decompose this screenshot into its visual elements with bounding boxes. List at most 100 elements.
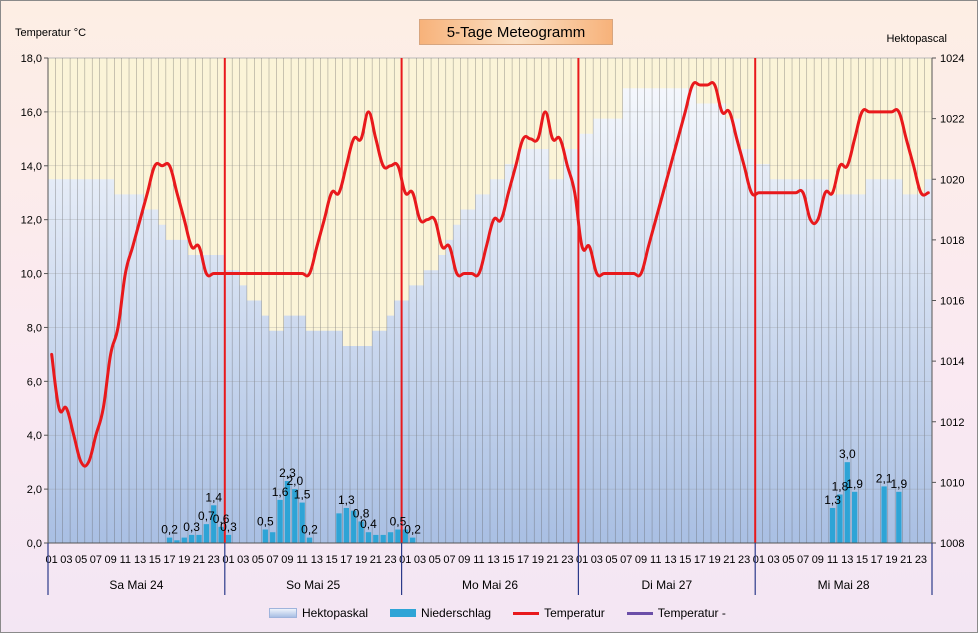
precipitation-bar: [203, 524, 210, 543]
hour-tick-label: 03: [237, 554, 249, 566]
precipitation-data-label: 0,6: [213, 512, 230, 526]
hour-tick-label: 09: [281, 554, 293, 566]
hour-tick-label: 15: [856, 554, 868, 566]
precipitation-data-label: 2,1: [876, 471, 893, 485]
hour-tick-label: 21: [546, 554, 558, 566]
y-left-tick-label: 2,0: [27, 484, 42, 496]
precipitation-data-label: 1,6: [272, 485, 289, 499]
precipitation-data-label: 1,4: [205, 490, 222, 504]
hour-tick-label: 01: [222, 554, 234, 566]
hour-tick-label: 07: [443, 554, 455, 566]
precipitation-bar: [851, 491, 858, 543]
precipitation-data-label: 1,8: [832, 480, 849, 494]
y-right-tick-label: 1016: [940, 296, 964, 308]
precipitation-bar: [166, 537, 173, 543]
hour-tick-label: 23: [384, 554, 396, 566]
hour-tick-label: 09: [635, 554, 647, 566]
y-left-tick-label: 10,0: [21, 269, 42, 281]
precipitation-bar: [881, 486, 887, 543]
precipitation-data-label: 1,3: [338, 493, 355, 507]
y-right-tick-label: 1014: [940, 356, 964, 368]
precipitation-bar: [409, 537, 416, 543]
hour-tick-label: 07: [620, 554, 632, 566]
legend-label-pressure: Hektopaskal: [302, 606, 369, 620]
hour-tick-label: 11: [296, 554, 307, 566]
hour-tick-label: 19: [532, 554, 544, 566]
precipitation-data-label: 0,2: [161, 523, 178, 537]
hour-tick-label: 05: [252, 554, 264, 566]
hour-tick-label: 13: [134, 554, 146, 566]
legend-label-temperature: Temperatur: [544, 606, 605, 620]
precipitation-bar: [188, 534, 195, 543]
precipitation-bar: [380, 534, 386, 543]
legend-swatch-pressure: [269, 608, 297, 618]
hour-tick-label: 07: [797, 554, 809, 566]
y-left-tick-label: 18,0: [21, 53, 42, 65]
y-right-tick-label: 1008: [940, 538, 964, 550]
hour-tick-label: 17: [163, 554, 175, 566]
hour-tick-label: 03: [591, 554, 603, 566]
precipitation-bar: [292, 489, 298, 543]
precipitation-bar: [306, 537, 313, 543]
hour-tick-label: 01: [46, 554, 58, 566]
hour-tick-label: 17: [517, 554, 529, 566]
hour-tick-label: 13: [488, 554, 500, 566]
hour-tick-label: 23: [738, 554, 750, 566]
legend-item-pressure: Hektopaskal: [269, 606, 368, 620]
legend-swatch-precipitation: [390, 609, 417, 617]
hour-tick-label: 19: [709, 554, 721, 566]
precipitation-bar: [218, 526, 224, 543]
temperature-line: [50, 81, 930, 468]
y-right-tick-label: 1010: [940, 477, 964, 489]
hour-tick-label: 17: [871, 554, 883, 566]
precipitation-data-label: 0,5: [257, 515, 274, 529]
precipitation-bar: [277, 499, 283, 543]
hour-tick-label: 21: [370, 554, 382, 566]
precipitation-data-label: 0,5: [390, 515, 407, 529]
hour-tick-label: 17: [340, 554, 352, 566]
hour-tick-label: 21: [723, 554, 735, 566]
hour-tick-label: 15: [149, 554, 161, 566]
hour-tick-label: 13: [311, 554, 323, 566]
day-label: Di Mai 27: [641, 578, 692, 592]
legend-label-precipitation: Niederschlag: [421, 606, 492, 620]
hour-tick-label: 13: [664, 554, 676, 566]
precipitation-bar: [336, 513, 342, 543]
hour-tick-label: 09: [812, 554, 824, 566]
precipitation-data-label: 1,5: [294, 488, 311, 502]
precipitation-data-label: 1,9: [846, 477, 863, 491]
precipitation-data-label: 1,3: [824, 493, 841, 507]
hour-tick-label: 23: [561, 554, 573, 566]
precipitation-data-label: 0,4: [360, 517, 377, 531]
precipitation-bar: [351, 510, 357, 543]
y-right-tick-label: 1022: [940, 114, 964, 126]
hour-tick-label: 11: [827, 554, 838, 566]
precipitation-bar: [211, 505, 217, 543]
hour-tick-label: 11: [650, 554, 661, 566]
precipitation-bar: [270, 532, 276, 543]
hour-tick-label: 03: [767, 554, 779, 566]
precipitation-data-label: 0,3: [220, 520, 237, 534]
precipitation-bar: [196, 534, 202, 543]
hour-tick-label: 03: [414, 554, 426, 566]
hour-tick-label: 05: [605, 554, 617, 566]
hour-tick-label: 05: [782, 554, 794, 566]
hour-tick-label: 11: [120, 554, 131, 566]
precipitation-bar: [174, 540, 180, 543]
precipitation-bar: [844, 462, 850, 543]
legend-label-temperature-minus: Temperatur -: [657, 606, 726, 620]
precipitation-bar: [365, 532, 372, 543]
y-axis-left-label: Temperatur °C: [15, 27, 87, 39]
precipitation-bar: [299, 502, 305, 543]
y-left-tick-label: 4,0: [27, 430, 42, 442]
y-axis-right-label: Hektopascal: [886, 33, 947, 45]
hour-tick-label: 19: [178, 554, 190, 566]
y-right-tick-label: 1020: [940, 174, 964, 186]
hour-tick-label: 01: [753, 554, 765, 566]
hour-tick-label: 01: [399, 554, 411, 566]
precipitation-data-label: 1,9: [891, 477, 908, 491]
y-left-tick-label: 14,0: [21, 161, 42, 173]
precipitation-bar: [402, 529, 408, 543]
